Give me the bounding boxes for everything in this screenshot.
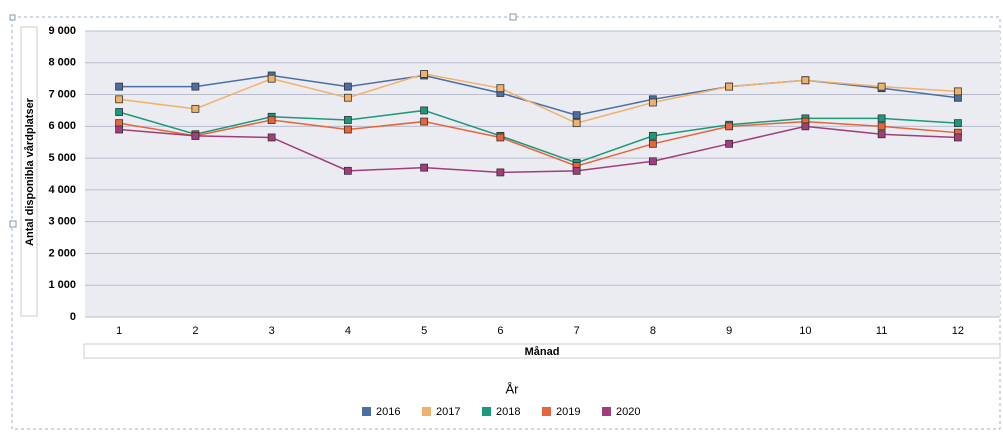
data-point: [191, 131, 200, 140]
y-tick-label: 1 000: [48, 279, 76, 291]
data-point: [115, 82, 124, 91]
data-point: [420, 106, 429, 115]
x-title-box: [83, 343, 1001, 359]
x-tick-label: 11: [876, 325, 887, 337]
legend-label: 2016: [376, 406, 400, 418]
data-point: [343, 93, 352, 102]
handle: [9, 14, 16, 21]
data-point: [420, 163, 429, 172]
data-point: [725, 122, 734, 131]
x-tick-label: 12: [952, 325, 964, 337]
data-point: [267, 74, 276, 83]
data-point: [115, 95, 124, 104]
data-point: [115, 125, 124, 134]
legend-swatch: [482, 407, 491, 416]
y-tick-label: 8 000: [48, 57, 76, 69]
y-title-box: [20, 26, 38, 317]
data-point: [877, 82, 886, 91]
data-point: [877, 114, 886, 123]
data-point: [725, 82, 734, 91]
x-tick-label: 9: [726, 325, 732, 337]
data-point: [267, 116, 276, 124]
x-tick-label: 4: [345, 325, 351, 337]
data-point: [343, 125, 352, 134]
y-tick-label: 3 000: [48, 216, 76, 228]
data-point: [496, 168, 505, 177]
y-tick-label: 6 000: [48, 120, 76, 132]
x-tick-label: 2: [192, 325, 198, 337]
data-point: [191, 104, 200, 113]
data-point: [877, 130, 886, 139]
data-point: [877, 122, 886, 131]
data-point: [572, 119, 581, 128]
legend-label: 2020: [616, 406, 640, 418]
data-point: [267, 133, 276, 142]
legend-label: 2018: [496, 406, 520, 418]
legend-swatch: [542, 407, 551, 416]
data-point: [115, 108, 124, 116]
y-axis-title: Antal disponibla vårdplatser: [24, 97, 36, 246]
x-tick-label: 8: [650, 325, 656, 337]
legend-swatch: [422, 407, 431, 416]
legend-swatch: [362, 407, 371, 416]
data-point: [801, 76, 810, 85]
series-line: [119, 73, 958, 124]
data-point: [725, 139, 734, 148]
x-tick-label: 3: [269, 325, 275, 337]
data-point: [115, 119, 124, 128]
series-line: [119, 125, 958, 174]
y-tick-label: 4 000: [48, 184, 76, 196]
data-point: [648, 98, 657, 107]
x-tick-label: 6: [497, 325, 503, 337]
legend-label: 2019: [556, 406, 580, 418]
data-point: [648, 157, 657, 166]
x-tick-label: 10: [799, 325, 811, 337]
data-point: [343, 116, 352, 124]
data-point: [648, 139, 657, 148]
data-point: [953, 87, 962, 96]
data-point: [953, 93, 962, 102]
data-point: [572, 111, 581, 120]
y-tick-label: 0: [70, 311, 76, 323]
plot-area: [85, 31, 1000, 317]
legend-label: 2017: [436, 406, 460, 418]
data-point: [801, 122, 810, 131]
x-tick-label: 7: [574, 325, 580, 337]
x-tick-label: 5: [421, 325, 427, 337]
data-point: [953, 133, 962, 142]
series-line: [118, 109, 958, 164]
data-point: [420, 117, 429, 126]
data-point: [496, 84, 505, 93]
x-axis-title: Månad: [525, 346, 560, 358]
data-point: [953, 119, 962, 128]
data-point: [191, 82, 200, 91]
data-point: [343, 82, 352, 91]
y-tick-label: 5 000: [48, 152, 76, 164]
data-point: [420, 70, 429, 78]
legend-title: År: [506, 381, 520, 396]
data-point: [572, 166, 581, 175]
data-point: [496, 133, 505, 142]
y-tick-label: 2 000: [48, 247, 76, 259]
y-tick-label: 7 000: [48, 88, 76, 100]
handle: [9, 220, 17, 228]
data-point: [648, 131, 657, 140]
legend-swatch: [602, 407, 611, 416]
data-point: [343, 166, 352, 175]
series-line: [119, 119, 958, 167]
x-tick-label: 1: [116, 325, 122, 337]
handle: [509, 13, 517, 21]
y-tick-label: 9 000: [48, 25, 76, 37]
